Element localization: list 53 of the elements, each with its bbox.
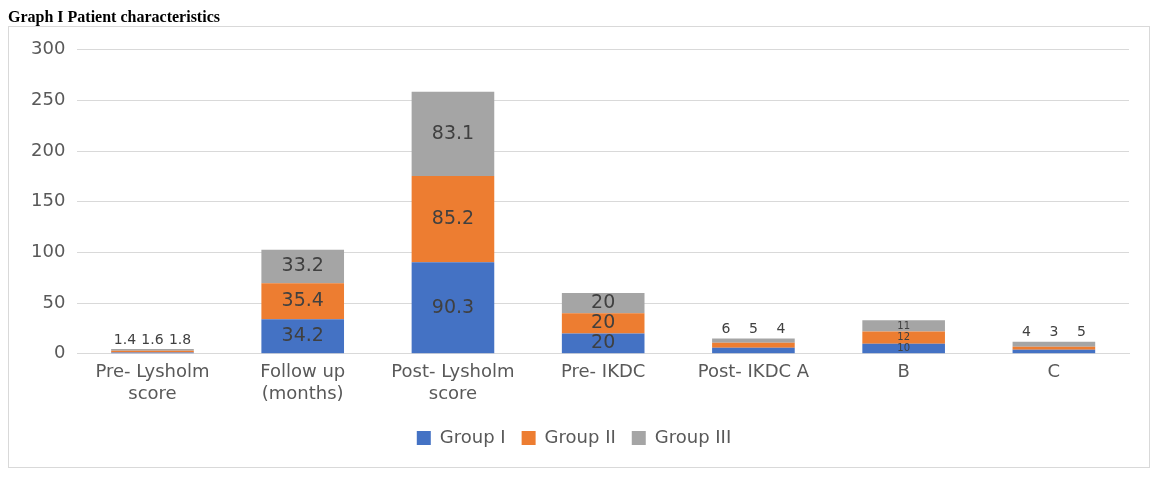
bar — [261, 283, 345, 320]
y-tick-label: 200 — [31, 138, 66, 160]
y-tick-label: 300 — [31, 37, 66, 59]
legend-label: Group I — [439, 425, 506, 447]
y-tick-label: 250 — [31, 88, 66, 110]
data-label: 35.4 — [281, 288, 324, 311]
bar — [862, 331, 945, 344]
bar — [261, 249, 345, 284]
data-label: 1.4 — [113, 330, 137, 347]
legend-label: Group II — [544, 425, 616, 447]
data-label: 5 — [748, 320, 758, 337]
x-tick-label: C — [1047, 360, 1061, 382]
data-label: 83.1 — [431, 120, 475, 143]
bar — [411, 262, 495, 354]
x-tick-label: Follow up (months) — [260, 360, 346, 403]
x-tick-label: B — [897, 360, 910, 382]
x-tick-label: Pre- IKDC — [560, 360, 646, 382]
data-label: 1.8 — [168, 330, 192, 347]
bar — [712, 338, 795, 343]
legend-label: Group III — [654, 425, 732, 447]
bar — [712, 347, 795, 354]
data-label: 4 — [776, 320, 786, 337]
data-label: 6 — [721, 320, 731, 337]
data-label: 12 — [897, 331, 911, 343]
y-tick-label: 150 — [31, 189, 66, 211]
bar — [862, 320, 945, 332]
data-label: 3 — [1049, 323, 1059, 340]
x-tick-label: Pre- Lysholm score — [95, 360, 210, 403]
data-label: 20 — [591, 330, 616, 353]
bar — [712, 342, 795, 348]
data-label: 20 — [591, 290, 616, 313]
bar — [261, 319, 345, 354]
data-label: 34.2 — [281, 323, 324, 346]
y-tick-label: 0 — [53, 341, 66, 363]
bar — [411, 175, 495, 263]
data-label: 11 — [897, 319, 911, 331]
bar — [561, 313, 645, 334]
data-label: 90.3 — [431, 294, 475, 317]
chart-title: Graph I Patient characteristics — [8, 8, 221, 26]
data-label: 20 — [591, 310, 616, 333]
bar — [1012, 341, 1096, 347]
y-tick-label: 50 — [42, 290, 66, 312]
data-label: 4 — [1021, 323, 1031, 340]
bar — [1012, 346, 1096, 350]
data-label: 10 — [897, 342, 911, 354]
y-tick-label: 100 — [31, 240, 66, 262]
data-label: 33.2 — [281, 253, 324, 276]
x-tick-label: Post- Lysholm score — [391, 360, 515, 403]
data-label: 85.2 — [431, 206, 475, 229]
bar — [411, 91, 495, 176]
x-tick-label: Post- IKDC A — [697, 360, 810, 382]
data-label: 1.6 — [141, 330, 164, 347]
data-label: 5 — [1076, 323, 1086, 340]
